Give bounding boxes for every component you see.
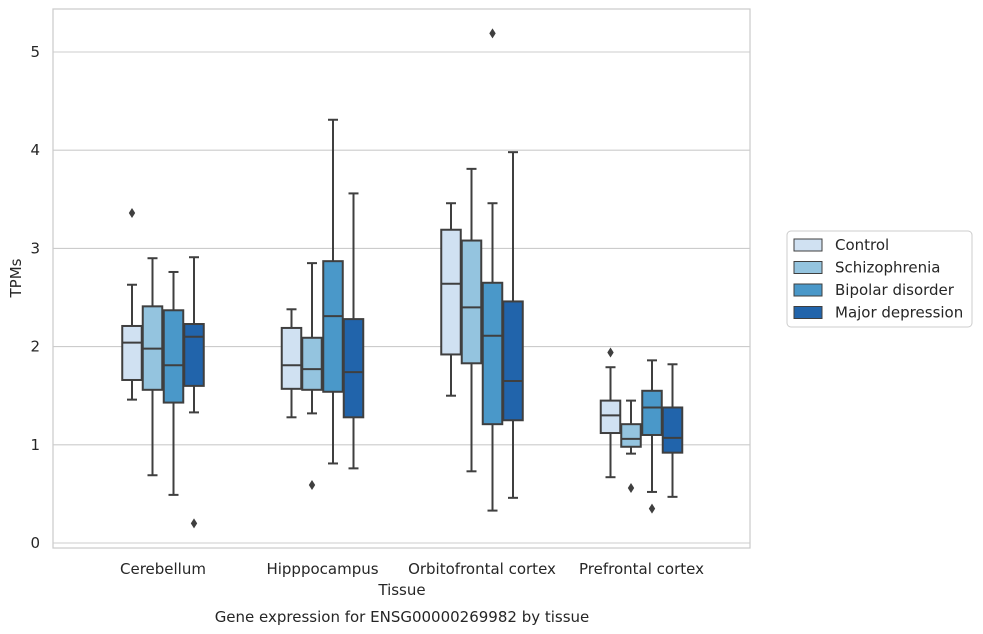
box xyxy=(661,406,684,454)
box xyxy=(440,228,462,356)
box xyxy=(162,309,185,404)
box-group xyxy=(481,28,504,512)
legend-swatch xyxy=(793,306,823,319)
box xyxy=(481,281,504,426)
x-axis-title: Tissue xyxy=(377,581,425,599)
legend-item: Bipolar disorder xyxy=(793,281,955,299)
y-tick-label: 5 xyxy=(30,43,40,61)
plot-frame xyxy=(52,8,751,549)
y-tick-label: 3 xyxy=(30,239,40,257)
box-group xyxy=(141,257,164,477)
legend-item: Major depression xyxy=(793,304,963,322)
outlier-point xyxy=(648,503,656,514)
box xyxy=(620,423,642,448)
box-group xyxy=(121,208,143,401)
legend-label: Major depression xyxy=(835,304,963,322)
box-group xyxy=(183,256,205,529)
box xyxy=(121,324,143,381)
y-axis-title: TPMs xyxy=(7,258,25,298)
outlier-point xyxy=(308,480,316,491)
legend-label: Bipolar disorder xyxy=(835,281,955,299)
legend-item: Schizophrenia xyxy=(793,259,940,277)
x-tick-label: Orbitofrontal cortex xyxy=(408,560,556,578)
legend-label: Control xyxy=(835,236,889,254)
box-group xyxy=(620,399,642,494)
y-tick-label: 1 xyxy=(30,436,40,454)
legend-label: Schizophrenia xyxy=(835,259,940,277)
box-group xyxy=(502,151,524,499)
box xyxy=(599,399,622,435)
box xyxy=(280,326,303,390)
legend-swatch xyxy=(793,238,823,252)
x-tick-label: Hipppocampus xyxy=(266,560,378,578)
box xyxy=(183,323,205,387)
box-groups xyxy=(121,28,684,529)
box-group xyxy=(162,270,185,496)
x-tick-labels: Cerebellum Hipppocampus Orbitofrontal cort… xyxy=(120,560,704,578)
legend-item: Control xyxy=(793,236,889,254)
legend-swatch xyxy=(793,283,823,297)
y-tick-label: 2 xyxy=(30,338,40,356)
box-group xyxy=(280,308,303,419)
box xyxy=(502,300,524,422)
legend: Control Schizophrenia Bipolar disorder Majo… xyxy=(786,230,973,328)
legend-swatch xyxy=(793,261,823,274)
box-group xyxy=(460,167,483,473)
y-tick-labels: 0 1 2 3 4 5 xyxy=(30,43,40,552)
outlier-point xyxy=(607,347,614,358)
outlier-point xyxy=(627,483,635,494)
y-tick-label: 4 xyxy=(30,141,40,159)
box-group xyxy=(342,192,365,470)
x-tick-label: Prefrontal cortex xyxy=(579,560,704,578)
box xyxy=(641,389,663,436)
chart-caption: Gene expression for ENSG00000269982 by t… xyxy=(215,608,590,626)
x-tick-label: Cerebellum xyxy=(120,560,206,578)
y-tick-label: 0 xyxy=(30,534,40,552)
box-group xyxy=(661,363,684,498)
box xyxy=(322,260,344,393)
box xyxy=(460,239,483,365)
box xyxy=(301,336,323,391)
legend-frame xyxy=(786,230,973,328)
box-group xyxy=(301,262,323,491)
box xyxy=(342,318,365,419)
outlier-point xyxy=(489,28,496,39)
outlier-point xyxy=(128,208,136,219)
outlier-point xyxy=(190,518,198,529)
box-group xyxy=(599,347,622,479)
